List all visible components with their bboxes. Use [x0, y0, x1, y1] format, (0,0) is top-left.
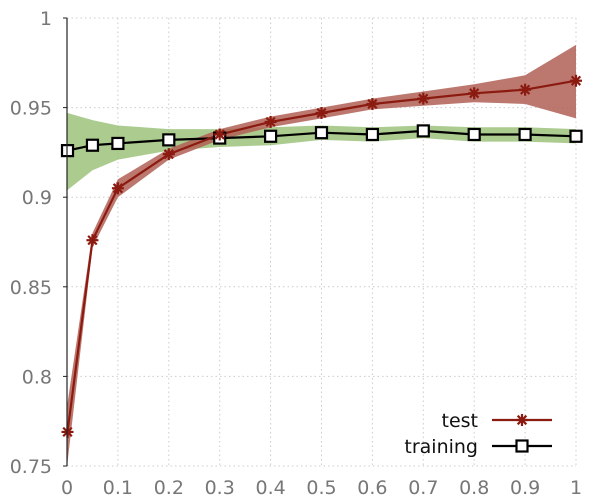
- marker-stroke: [214, 129, 225, 140]
- point-test: [264, 115, 277, 128]
- x-tick-label: 0.6: [357, 477, 387, 499]
- legend-label-test: test: [442, 410, 479, 432]
- legend: test training: [404, 410, 552, 458]
- point-test: [315, 106, 328, 119]
- y-tick-label: 0.75: [10, 456, 52, 478]
- x-tick-label: 0.1: [103, 477, 133, 499]
- point-training: [467, 127, 481, 142]
- point-test: [111, 182, 124, 195]
- y-tick-label: 0.95: [10, 98, 52, 120]
- legend-marker-test: [516, 414, 528, 426]
- x-tick-label: 1: [570, 477, 582, 499]
- marker-stroke: [570, 75, 582, 86]
- point-training: [111, 136, 125, 151]
- point-training: [264, 129, 278, 143]
- point-test: [417, 92, 430, 105]
- axes: [63, 17, 68, 467]
- marker-stroke: [367, 98, 378, 110]
- x-tick-label: 0.5: [306, 477, 336, 499]
- point-training: [569, 129, 583, 143]
- x-tick-label: 0.9: [510, 477, 540, 499]
- band-training: [67, 113, 576, 190]
- y-tick-label: 1: [40, 8, 52, 30]
- x-tick-labels: 0 0.1 0.2 0.3 0.4 0.5 0.6 0.7 0.8 0.9 1: [61, 477, 582, 499]
- x-tick-label: 0: [61, 477, 73, 499]
- point-test: [366, 98, 379, 111]
- marker-stroke: [265, 116, 276, 128]
- point-test: [86, 234, 99, 247]
- y-tick-label: 0.9: [22, 187, 52, 209]
- point-training: [416, 124, 430, 138]
- point-training: [365, 127, 379, 142]
- point-training: [85, 138, 100, 152]
- y-tick-label: 0.8: [22, 366, 52, 388]
- x-tick-label: 0.2: [154, 477, 184, 499]
- legend-marker-training: [515, 439, 529, 453]
- marker-stroke: [163, 149, 174, 160]
- y-tick-labels: 0.75 0.8 0.85 0.9 0.95 1: [10, 8, 52, 478]
- marker-stroke: [418, 93, 429, 104]
- point-test: [162, 148, 175, 161]
- marker-stroke: [516, 414, 528, 426]
- marker-stroke: [520, 84, 531, 95]
- grid: [66, 17, 577, 467]
- line-test: [66, 79, 577, 433]
- x-tick-label: 0.3: [205, 477, 235, 499]
- marker-stroke: [87, 235, 98, 246]
- point-test: [213, 128, 226, 141]
- legend-label-training: training: [404, 436, 478, 458]
- band-test: [67, 44, 576, 463]
- marker-stroke: [469, 88, 480, 99]
- marker-stroke: [316, 107, 327, 119]
- point-test: [468, 87, 481, 100]
- point-training: [518, 127, 532, 142]
- x-tick-label: 0.7: [408, 477, 438, 499]
- x-tick-label: 0.4: [255, 477, 285, 499]
- point-training: [314, 126, 329, 140]
- x-tick-label: 0.8: [459, 477, 489, 499]
- marker-stroke: [112, 183, 123, 194]
- point-test: [570, 74, 582, 87]
- point-training: [162, 133, 176, 147]
- point-test: [519, 83, 532, 96]
- y-tick-label: 0.85: [10, 277, 52, 299]
